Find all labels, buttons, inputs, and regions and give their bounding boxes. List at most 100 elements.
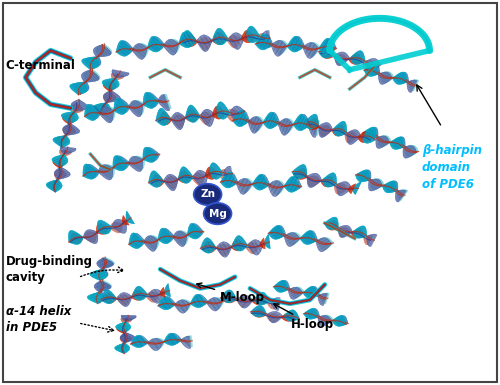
Polygon shape (224, 295, 226, 302)
Polygon shape (164, 228, 168, 243)
Polygon shape (103, 84, 116, 87)
Polygon shape (209, 301, 210, 304)
Polygon shape (104, 107, 110, 123)
Polygon shape (224, 173, 227, 187)
Polygon shape (348, 130, 355, 144)
Polygon shape (366, 60, 370, 70)
Polygon shape (52, 160, 68, 163)
Polygon shape (162, 178, 164, 184)
Polygon shape (130, 236, 134, 248)
Polygon shape (208, 241, 210, 253)
Polygon shape (74, 88, 86, 92)
Polygon shape (266, 183, 268, 186)
Polygon shape (312, 174, 319, 187)
Polygon shape (234, 241, 235, 250)
Polygon shape (288, 119, 290, 133)
Polygon shape (103, 166, 109, 178)
Polygon shape (113, 223, 119, 232)
Polygon shape (99, 45, 107, 48)
Polygon shape (151, 94, 156, 106)
Polygon shape (182, 300, 184, 311)
Polygon shape (238, 239, 240, 251)
Polygon shape (180, 36, 184, 47)
Polygon shape (385, 72, 390, 83)
Polygon shape (237, 298, 238, 301)
Polygon shape (206, 35, 208, 51)
Polygon shape (120, 219, 126, 231)
Polygon shape (112, 73, 127, 76)
Polygon shape (118, 98, 124, 114)
Polygon shape (374, 64, 376, 67)
Polygon shape (206, 37, 208, 50)
Polygon shape (306, 177, 308, 178)
Polygon shape (306, 122, 308, 127)
Polygon shape (304, 46, 306, 47)
Polygon shape (364, 236, 370, 243)
Polygon shape (261, 36, 263, 47)
Polygon shape (224, 32, 226, 43)
Polygon shape (102, 103, 108, 105)
Polygon shape (256, 41, 257, 46)
Polygon shape (101, 45, 104, 46)
Polygon shape (250, 26, 252, 43)
Polygon shape (312, 117, 318, 129)
Polygon shape (145, 238, 148, 248)
Polygon shape (253, 242, 255, 253)
Polygon shape (136, 46, 138, 55)
Polygon shape (263, 32, 265, 44)
Polygon shape (336, 55, 339, 62)
Polygon shape (286, 183, 288, 187)
Polygon shape (282, 232, 284, 238)
Polygon shape (138, 44, 142, 59)
Polygon shape (312, 42, 314, 57)
Polygon shape (102, 107, 108, 123)
Polygon shape (274, 42, 276, 49)
Polygon shape (98, 169, 100, 173)
Polygon shape (170, 174, 174, 191)
Polygon shape (298, 116, 300, 128)
Polygon shape (384, 182, 390, 191)
Polygon shape (238, 239, 240, 251)
Polygon shape (142, 158, 144, 160)
Polygon shape (288, 289, 290, 293)
Polygon shape (335, 125, 340, 136)
Polygon shape (137, 286, 140, 300)
Polygon shape (152, 179, 154, 185)
Polygon shape (218, 297, 220, 309)
Polygon shape (365, 66, 369, 74)
Polygon shape (90, 295, 106, 297)
Polygon shape (120, 339, 134, 340)
Polygon shape (410, 80, 414, 87)
Polygon shape (248, 120, 250, 126)
Polygon shape (104, 164, 112, 178)
Polygon shape (53, 190, 55, 191)
Polygon shape (100, 103, 110, 105)
Polygon shape (349, 232, 350, 234)
Polygon shape (174, 334, 176, 345)
Polygon shape (123, 215, 130, 225)
Polygon shape (293, 167, 298, 176)
Polygon shape (185, 38, 186, 45)
Polygon shape (346, 230, 350, 236)
Polygon shape (314, 234, 316, 243)
Polygon shape (185, 118, 186, 119)
Polygon shape (307, 115, 313, 128)
Polygon shape (162, 109, 166, 125)
Polygon shape (205, 301, 206, 304)
Polygon shape (368, 128, 376, 140)
Polygon shape (299, 116, 301, 129)
Polygon shape (155, 338, 158, 351)
Polygon shape (347, 132, 352, 143)
Polygon shape (190, 336, 192, 347)
Polygon shape (200, 114, 202, 121)
Polygon shape (292, 310, 295, 321)
Polygon shape (296, 234, 300, 243)
Polygon shape (322, 178, 324, 182)
Polygon shape (64, 126, 79, 129)
Polygon shape (392, 78, 393, 79)
Polygon shape (293, 311, 296, 321)
Polygon shape (192, 38, 194, 43)
Polygon shape (150, 236, 155, 251)
Polygon shape (96, 47, 110, 51)
Polygon shape (307, 175, 310, 180)
